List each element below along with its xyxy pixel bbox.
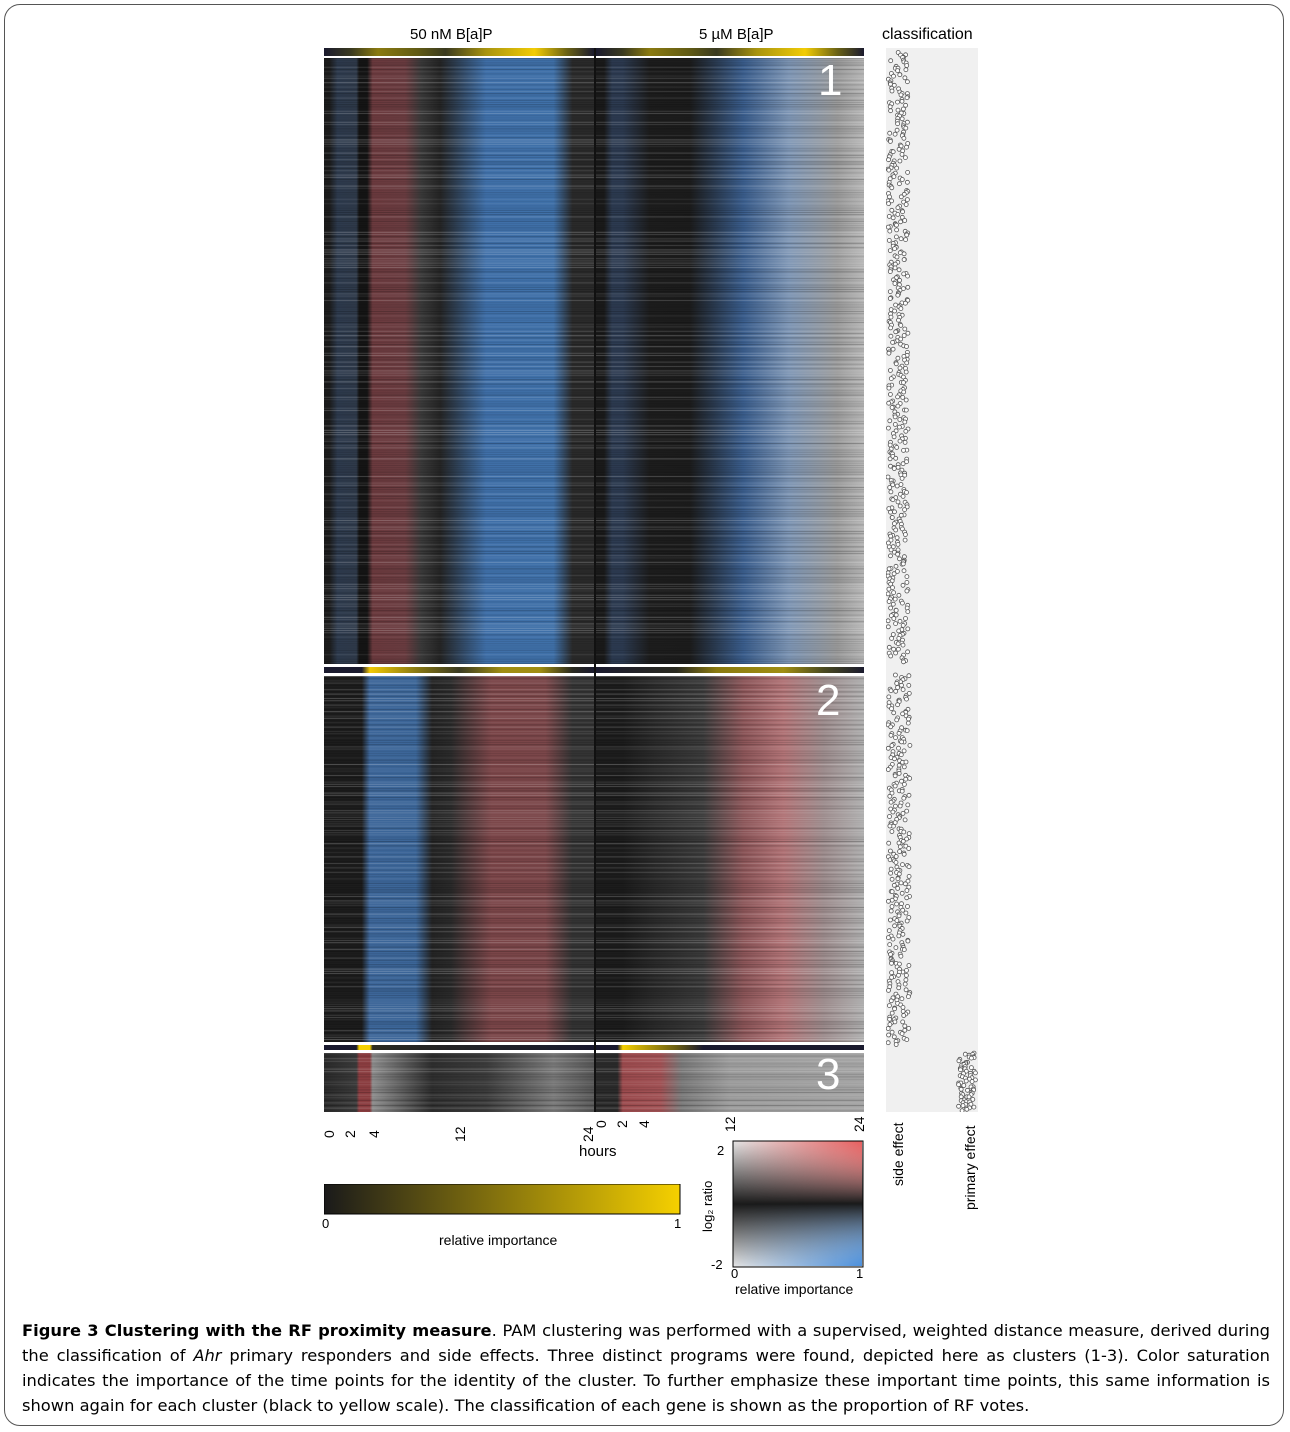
caption-text-2: primary responders and side effects. Thr… (22, 1346, 1270, 1415)
time-axis-label: hours (579, 1143, 617, 1160)
cluster1-heatmap-left (324, 58, 594, 664)
cluster3-importance-bar-left (324, 1045, 594, 1050)
side-effect-label: side effect (890, 1122, 906, 1186)
ratio-legend-xmin: 0 (731, 1266, 739, 1281)
figure-frame (4, 4, 1284, 1426)
ratio-legend-xmax: 1 (856, 1266, 864, 1281)
cluster-label-3: 3 (816, 1050, 841, 1099)
cluster-label-1: 1 (818, 56, 843, 105)
tick-c2-4: 4 (636, 1120, 652, 1128)
importance-max-label: 1 (674, 1216, 682, 1231)
caption-gene: Ahr (193, 1346, 222, 1365)
caption-label: Figure 3 Clustering with the RF proximit… (22, 1321, 492, 1340)
tick-c1-4: 4 (366, 1130, 382, 1138)
tick-c1-24: 24 (580, 1126, 596, 1142)
caption-text-1: . PAM clustering was performed with a su… (22, 1321, 1270, 1365)
tick-c1-2: 2 (342, 1130, 358, 1138)
ratio-legend-ymax: 2 (717, 1143, 725, 1158)
cluster-heatmap (324, 48, 864, 1112)
cluster1-importance-bar-right (596, 48, 864, 56)
cluster1-heatmap-right (596, 58, 864, 664)
ratio-legend-ylabel: log₂ ratio (700, 1180, 715, 1232)
primary-effect-label: primary effect (962, 1125, 978, 1210)
condition-label-50nm: 50 nM B[a]P (410, 26, 493, 43)
ratio-importance-legend (732, 1140, 864, 1268)
classification-vote-points (886, 50, 978, 1112)
cluster2-heatmap-left (324, 676, 594, 1042)
tick-c1-12: 12 (452, 1126, 468, 1142)
cluster2-importance-bar-left (324, 667, 594, 673)
classification-panel (886, 48, 978, 1112)
tick-c2-12: 12 (722, 1116, 738, 1132)
cluster2-heatmap-right (596, 676, 864, 1042)
importance-scale-label: relative importance (439, 1232, 558, 1248)
condition-label-5um: 5 µM B[a]P (699, 26, 774, 43)
cluster3-heatmap-left (324, 1053, 594, 1112)
tick-c2-2: 2 (614, 1120, 630, 1128)
classification-title: classification (882, 26, 973, 43)
cluster3-importance-bar-right (596, 1045, 864, 1050)
importance-min-label: 0 (322, 1216, 330, 1231)
cluster2-importance-bar-right (596, 667, 864, 673)
importance-colorbar (324, 1184, 681, 1215)
ratio-legend-xlabel: relative importance (735, 1281, 854, 1297)
tick-c1-0: 0 (321, 1130, 337, 1138)
figure-caption: Figure 3 Clustering with the RF proximit… (22, 1318, 1270, 1418)
ratio-legend-ymin: -2 (711, 1257, 723, 1272)
cluster1-importance-bar-left (324, 48, 594, 56)
tick-c2-24: 24 (851, 1116, 867, 1132)
cluster-label-2: 2 (816, 676, 841, 725)
tick-c2-0: 0 (593, 1120, 609, 1128)
cluster3-heatmap-right (596, 1053, 864, 1112)
